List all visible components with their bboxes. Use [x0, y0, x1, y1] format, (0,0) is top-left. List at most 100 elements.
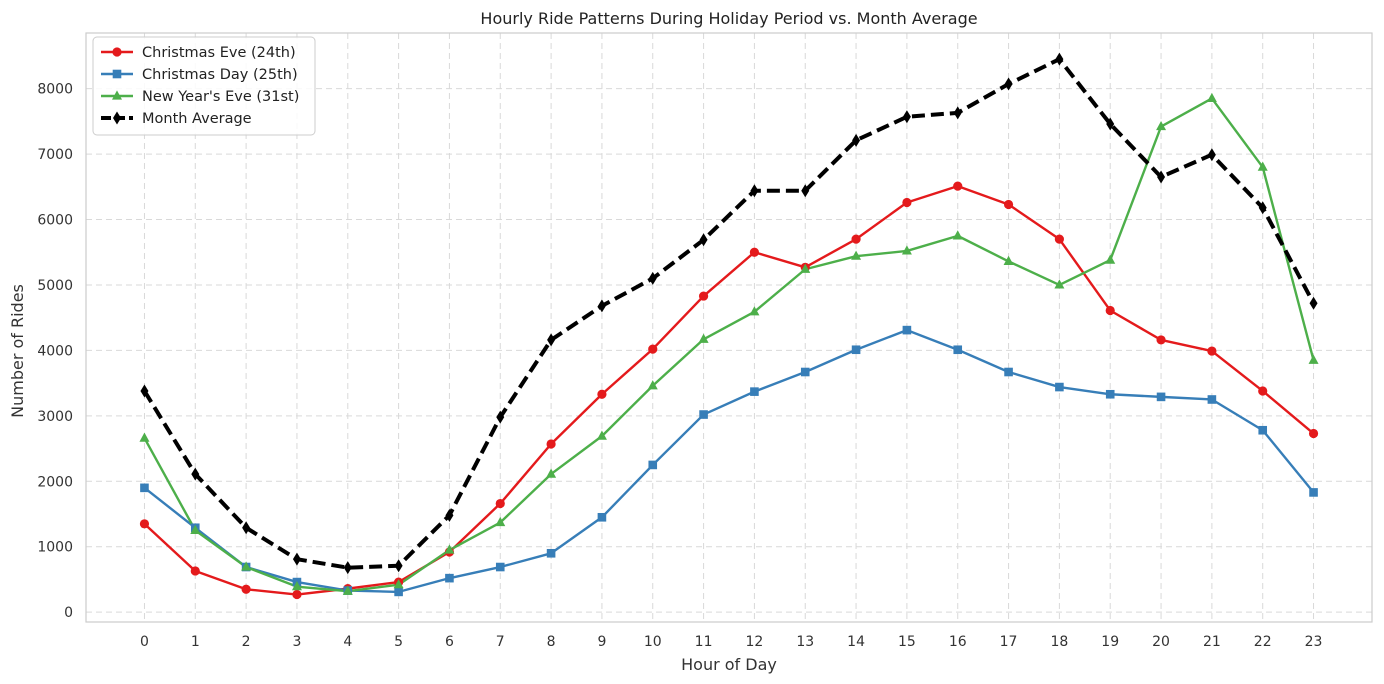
data-point	[1258, 386, 1268, 396]
x-tick-label: 11	[695, 634, 713, 650]
data-point	[292, 552, 301, 566]
data-point	[1156, 120, 1167, 131]
data-point	[851, 234, 861, 244]
data-point	[750, 387, 759, 396]
data-point	[597, 389, 607, 399]
data-point	[851, 345, 861, 355]
x-tick-label: 17	[1000, 634, 1018, 650]
series-line	[143, 328, 1315, 594]
data-point	[393, 579, 404, 589]
data-point	[1105, 305, 1115, 316]
data-point	[1106, 117, 1115, 131]
data-point	[1309, 296, 1318, 310]
y-tick-label: 8000	[37, 82, 73, 98]
y-tick-label: 6000	[37, 213, 73, 229]
data-point	[444, 544, 455, 554]
data-point	[749, 306, 760, 316]
data-point	[801, 184, 810, 198]
x-tick-label: 12	[746, 634, 764, 650]
data-point	[1055, 52, 1064, 66]
data-point	[749, 247, 760, 257]
data-point	[1004, 367, 1013, 377]
data-point	[800, 263, 811, 273]
x-tick-label: 3	[292, 634, 301, 650]
data-point	[241, 561, 252, 571]
data-point	[1308, 428, 1319, 439]
y-tick-label: 0	[64, 605, 73, 621]
data-point	[546, 468, 557, 478]
data-point	[1003, 255, 1014, 266]
data-point	[902, 325, 912, 335]
data-point	[1308, 354, 1319, 364]
x-tick-label: 22	[1254, 634, 1272, 650]
legend-entry: Christmas Eve (24th)	[142, 45, 296, 61]
plot-frame	[85, 32, 1373, 623]
data-point	[394, 587, 403, 597]
legend-box	[92, 36, 316, 136]
legend: Christmas Eve (24th) Christmas Day (25th)…	[92, 36, 316, 136]
x-tick-label: 9	[597, 634, 606, 650]
y-tick-label: 7000	[37, 147, 73, 163]
x-tick-label: 15	[898, 634, 916, 650]
data-point	[546, 439, 556, 449]
data-point	[699, 233, 708, 247]
y-tick-label: 3000	[37, 409, 73, 425]
data-point	[1156, 392, 1166, 402]
series-markers	[139, 52, 1319, 600]
data-point	[1157, 170, 1166, 184]
data-point	[648, 271, 657, 285]
data-point	[902, 110, 911, 124]
data-point	[952, 230, 963, 240]
legend-entry: Christmas Day (25th)	[142, 67, 298, 83]
x-tick-label: 14	[847, 634, 865, 650]
data-point	[597, 299, 606, 313]
x-tick-label: 7	[496, 634, 505, 650]
data-point	[851, 250, 862, 260]
x-tick-label: 6	[445, 634, 454, 650]
series-line	[143, 97, 1315, 593]
data-point	[647, 380, 658, 390]
data-point	[241, 584, 251, 594]
data-point	[1207, 395, 1217, 404]
data-point	[1257, 161, 1268, 171]
legend-marker	[113, 111, 121, 125]
x-tick-label: 13	[796, 634, 814, 650]
data-point	[1309, 488, 1318, 497]
data-point	[445, 508, 454, 522]
y-tick-label: 5000	[37, 278, 73, 294]
data-point	[1105, 389, 1115, 399]
x-axis-label: Hour of Day	[681, 655, 777, 674]
legend-marker	[112, 90, 122, 100]
legend-entry: New Year's Eve (31st)	[142, 89, 299, 105]
x-tick-label: 1	[191, 634, 200, 650]
x-tick-label: 4	[343, 634, 352, 650]
data-point	[546, 548, 556, 558]
legend-entry: Month Average	[142, 111, 252, 127]
x-tick-label: 19	[1101, 634, 1119, 650]
data-point	[1156, 335, 1166, 345]
data-point	[902, 197, 912, 208]
data-point	[901, 245, 912, 255]
data-point	[750, 184, 759, 198]
data-point	[1054, 234, 1064, 244]
x-tick-label: 2	[242, 634, 251, 650]
data-point	[1258, 201, 1267, 215]
data-point	[800, 367, 810, 377]
data-point	[1004, 77, 1013, 91]
data-point	[1207, 346, 1217, 356]
data-point	[596, 430, 607, 440]
data-point	[291, 581, 302, 591]
data-point	[495, 516, 506, 527]
data-point	[698, 291, 709, 301]
data-point	[1055, 382, 1064, 392]
data-point	[699, 410, 708, 419]
x-tick-label: 16	[949, 634, 967, 650]
y-tick-label: 1000	[37, 540, 73, 556]
x-tick-label: 8	[547, 634, 556, 650]
y-tick-label: 4000	[37, 343, 73, 359]
data-point	[140, 384, 149, 398]
data-point	[140, 483, 149, 493]
data-point	[139, 519, 150, 529]
data-point	[343, 561, 352, 575]
